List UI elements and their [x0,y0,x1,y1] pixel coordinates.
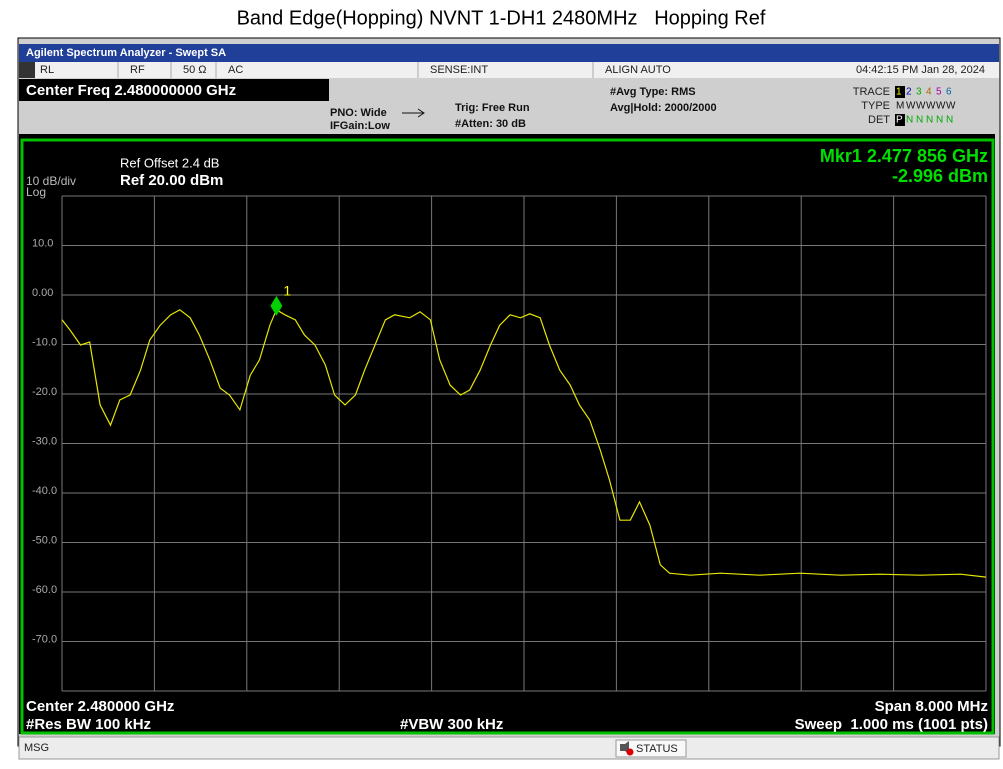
trace-num: 4 [926,87,932,98]
status-item: 50 Ω [183,64,207,76]
type-code: W [906,101,916,112]
trace [61,308,987,578]
type-code: W [916,101,926,112]
y-tick-label: -70.0 [32,633,57,645]
atten: #Atten: 30 dB [455,118,526,130]
y-tick-label: -20.0 [32,386,57,398]
trace-label: TRACE [853,86,890,98]
y-tick-label: -50.0 [32,534,57,546]
status-box [615,739,687,758]
msg-bar [18,736,1000,760]
marker-freq: Mkr1 2.477 856 GHz [820,146,988,166]
ref-offset: Ref Offset 2.4 dB [120,155,219,170]
page-title: Band Edge(Hopping) NVNT 1-DH1 2480MHz Ho… [237,7,766,29]
footer-span: Span 8.000 MHz [875,698,988,715]
y-tick-label: -10.0 [32,336,57,348]
ifgain: IFGain:Low [330,120,390,132]
status-icon [19,62,35,78]
status-item: RL [40,64,54,76]
y-tick-label: -40.0 [32,485,57,497]
y-tick-label: -60.0 [32,584,57,596]
det-active [895,114,905,126]
status-item: SENSE:INT [430,64,488,76]
scale: 10 dB/div [26,174,76,188]
footer-rbw: #Res BW 100 kHz [26,716,151,733]
type-code: W [936,101,946,112]
status-item: RF [130,64,145,76]
det-code: N [946,115,953,126]
status-row [19,62,999,78]
msg: MSG [24,742,49,754]
center-freq: Center Freq 2.480000000 GHz [26,82,236,99]
type-code: W [926,101,936,112]
window-bar [19,44,999,62]
trace-num: 5 [936,87,942,98]
type-code: W [946,101,956,112]
trace-active [895,86,905,98]
trace-num: 2 [906,87,912,98]
status-item: AC [228,64,243,76]
plot-background [19,134,995,734]
det-label: DET [868,114,890,126]
y-tick-label: -30.0 [32,435,57,447]
avg-type: #Avg Type: RMS [610,86,696,98]
plot-border [20,138,995,735]
trig-arrow [402,108,425,118]
window-title: Agilent Spectrum Analyzer - Swept SA [26,47,226,59]
status-item: 04:42:15 PM Jan 28, 2024 [856,64,985,76]
status: STATUS [636,743,678,755]
pno: PNO: Wide [330,107,387,119]
det-code: N [936,115,943,126]
mute-icon [626,748,634,756]
det-code: P [896,115,903,126]
footer-center: Center 2.480000 GHz [26,698,174,715]
type-label: TYPE [861,100,890,112]
footer-sweep: Sweep 1.000 ms (1001 pts) [795,716,988,733]
ref-level: Ref 20.00 dBm [120,172,223,189]
avg-hold: Avg|Hold: 2000/2000 [610,102,717,114]
trace-num: 1 [896,87,902,98]
marker [270,295,283,316]
trig: Trig: Free Run [455,102,530,114]
footer-vbw: #VBW 300 kHz [400,716,503,733]
det-code: N [926,115,933,126]
det-code: N [906,115,913,126]
type-code: M [896,101,904,112]
center-freq-band [19,79,329,101]
y-tick-label: 0.00 [32,287,53,299]
trace-num: 3 [916,87,922,98]
det-code: N [916,115,923,126]
marker-amp: -2.996 dBm [892,166,988,186]
status-item: ALIGN AUTO [605,64,671,76]
y-tick-label: 10.0 [32,237,53,249]
trace-num: 6 [946,87,952,98]
scale-type: Log [26,185,46,199]
marker-label: 1 [283,283,291,299]
